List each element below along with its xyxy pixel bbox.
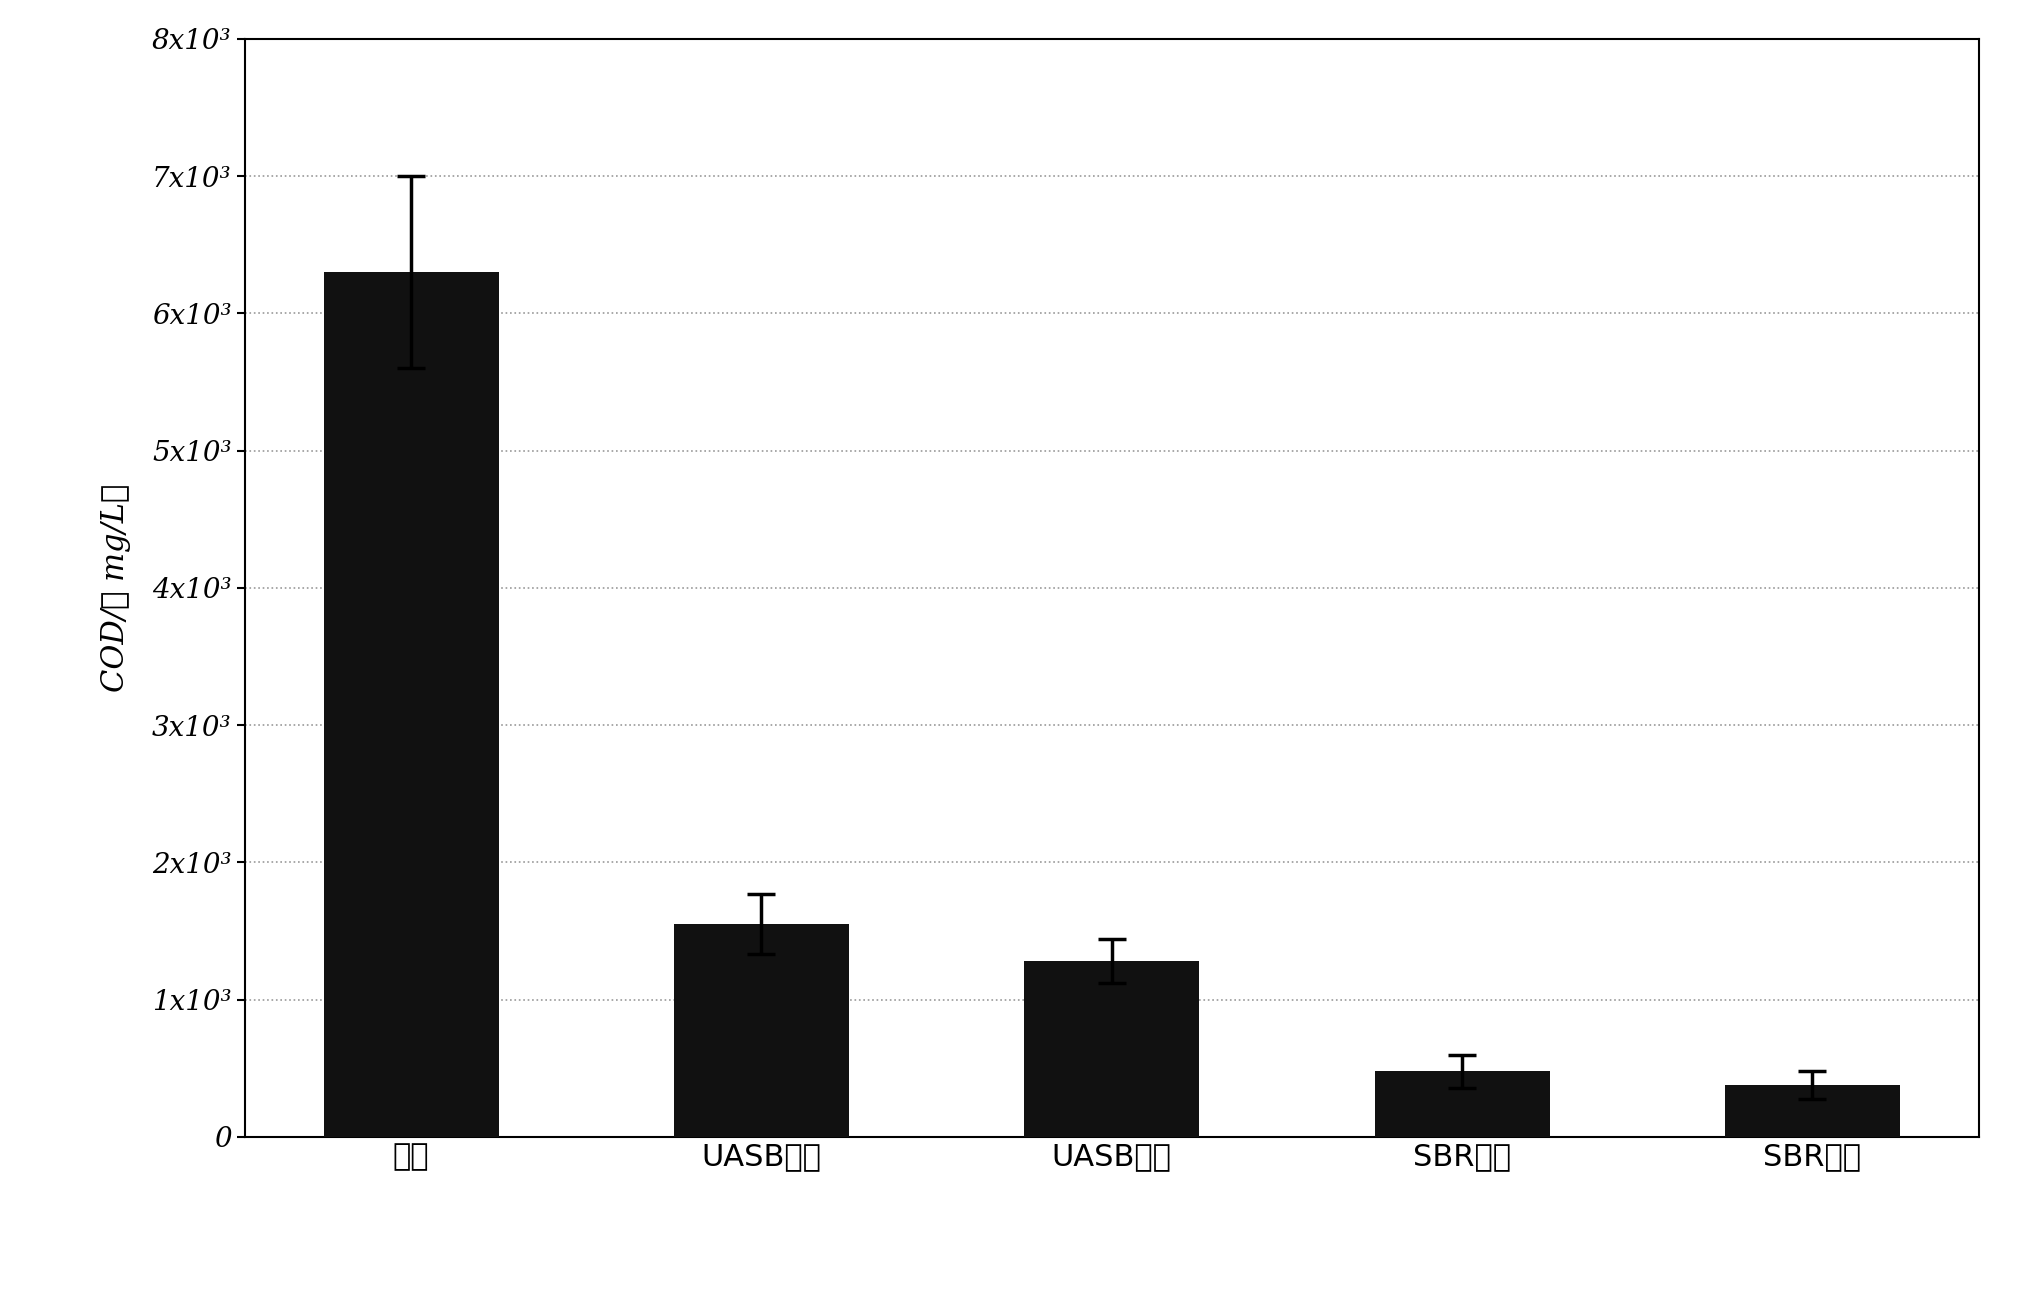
Bar [1374, 1071, 1550, 1137]
Y-axis label: COD/（ mg/L）: COD/（ mg/L） [100, 483, 130, 693]
Bar [324, 273, 498, 1137]
Bar [673, 924, 848, 1137]
Bar [1024, 961, 1199, 1137]
Bar [1725, 1085, 1898, 1137]
